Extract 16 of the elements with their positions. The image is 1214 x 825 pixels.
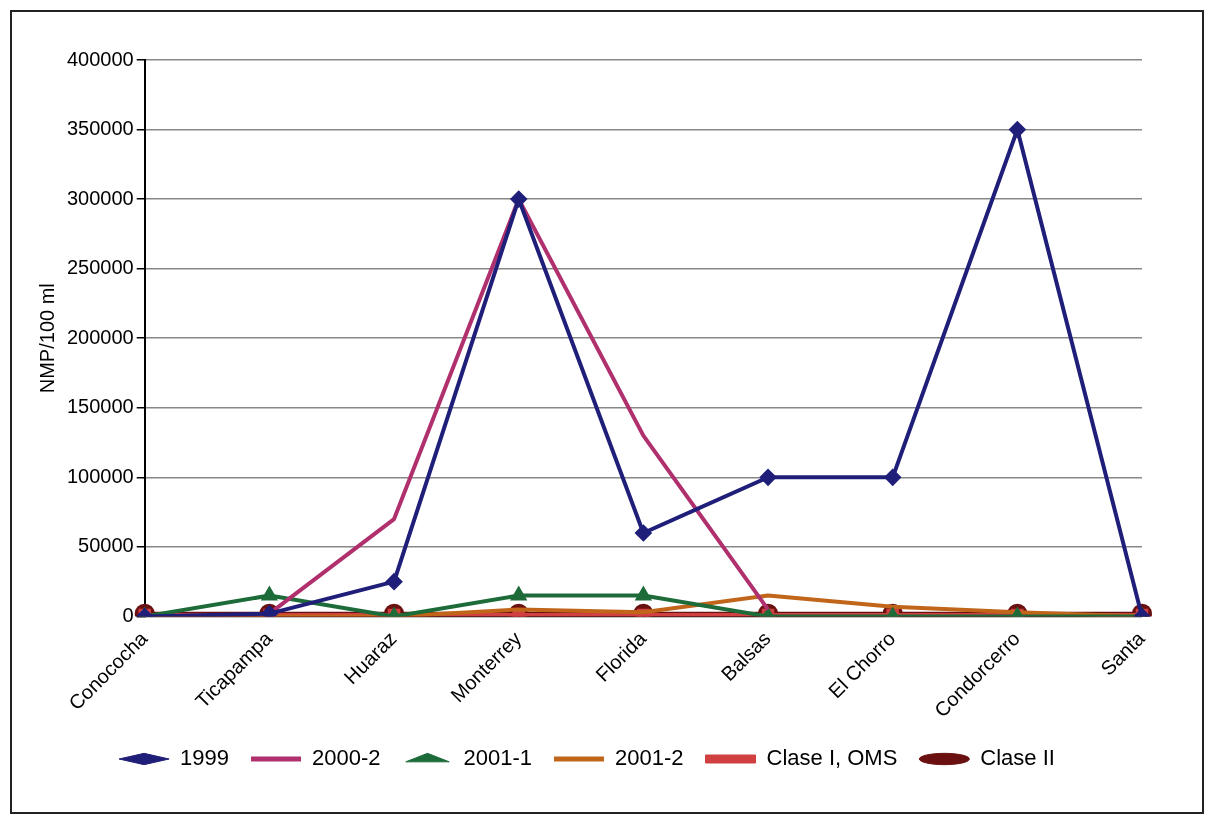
y-tick-label: 150000: [66, 395, 134, 418]
legend-label: 2001-2: [615, 745, 684, 771]
legend-label: 2000-2: [312, 745, 381, 771]
legend-label: Clase II: [980, 745, 1055, 771]
y-tick-label: 250000: [66, 256, 134, 279]
y-tick-label: 50000: [78, 534, 134, 557]
legend-label: 1999: [180, 745, 230, 771]
y-tick-label: 0: [122, 603, 134, 626]
y-tick-label: 100000: [66, 464, 134, 487]
y-tick-label: 350000: [66, 117, 134, 140]
legend-label: Clase I, OMS: [766, 745, 898, 771]
y-axis-title: NMP/100 ml: [35, 283, 58, 394]
y-tick-label: 200000: [66, 325, 134, 348]
legend-label: 2001-1: [463, 745, 533, 771]
y-tick-label: 300000: [66, 186, 134, 209]
y-tick-label: 400000: [66, 47, 134, 70]
